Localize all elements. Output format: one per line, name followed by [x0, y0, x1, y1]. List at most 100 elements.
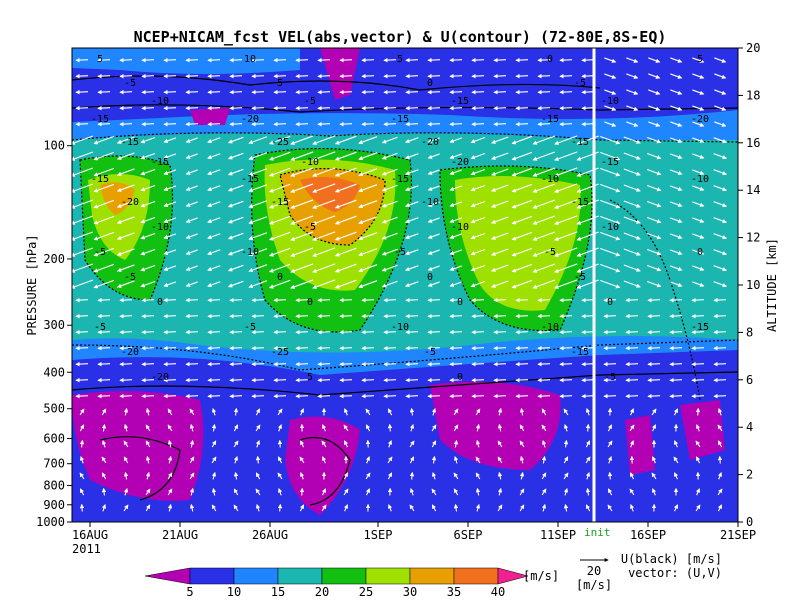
speed-band: [680, 400, 725, 460]
wind-vector: [427, 185, 440, 191]
wind-vector: [449, 297, 463, 303]
wind-vector: [519, 504, 525, 512]
altitude-tick-label: 18: [746, 88, 760, 102]
wind-vector: [141, 313, 155, 319]
wind-vector: [207, 361, 221, 367]
wind-vector: [334, 151, 357, 161]
colorbar-tick-label: 20: [315, 585, 329, 599]
wind-vector: [101, 487, 107, 496]
wind-vector: [581, 57, 595, 63]
wind-vector: [470, 152, 486, 160]
wind-vector: [97, 297, 111, 303]
wind-vector: [140, 136, 156, 144]
wind-vector: [600, 167, 621, 177]
u-contour-line: [439, 165, 593, 332]
contour-label: 5: [397, 54, 403, 65]
wind-vector: [713, 329, 727, 335]
wind-vector: [491, 168, 509, 176]
wind-vector: [604, 57, 617, 63]
wind-vector: [648, 57, 661, 63]
wind-vector: [581, 121, 595, 127]
wind-vector: [714, 73, 727, 79]
wind-vector: [475, 503, 481, 512]
wind-vector: [532, 231, 556, 241]
wind-vector: [361, 313, 375, 319]
wind-vector: [72, 231, 94, 241]
wind-vector: [603, 377, 617, 383]
wind-vector: [163, 217, 177, 223]
wind-vector: [493, 329, 507, 335]
wind-vector: [714, 57, 727, 63]
wind-vector: [647, 201, 662, 208]
wind-vector: [381, 216, 398, 224]
wind-vector: [334, 263, 357, 273]
wind-vector: [427, 121, 441, 127]
wind-vector: [475, 423, 481, 432]
wind-vector: [119, 105, 133, 111]
contour-label: -20: [121, 347, 139, 358]
wind-vector: [295, 89, 309, 95]
wind-vector: [563, 487, 569, 496]
wind-vector: [339, 329, 353, 335]
wind-vector: [515, 329, 529, 335]
wind-vector: [269, 183, 291, 193]
wind-vector: [453, 455, 459, 464]
wind-vector: [339, 345, 353, 351]
wind-vector: [207, 121, 221, 127]
contour-label: -15: [541, 114, 559, 125]
wind-vector: [563, 408, 569, 416]
wind-vector: [185, 185, 198, 191]
wind-vector: [312, 215, 336, 225]
wind-vector: [717, 424, 723, 432]
wind-vector: [497, 407, 503, 416]
wind-vector: [383, 121, 397, 127]
wind-vector: [585, 504, 591, 512]
contour-label: -15: [151, 157, 169, 168]
wind-vector: [273, 297, 287, 303]
wind-vector: [75, 297, 89, 303]
wind-vector: [603, 313, 617, 319]
wind-vector: [273, 377, 287, 383]
wind-vector: [277, 472, 283, 480]
colorbar-tick-label: 35: [447, 585, 461, 599]
wind-vector: [603, 297, 617, 303]
wind-vector: [669, 361, 683, 367]
contour-label: -20: [151, 372, 169, 383]
contour-label: -20: [451, 157, 469, 168]
date-tick-label: 1SEP: [364, 528, 393, 542]
contour-label: -15: [571, 347, 589, 358]
wind-vector: [600, 263, 621, 273]
contour-label: -5: [424, 347, 436, 358]
wind-vector: [519, 424, 525, 432]
wind-vector: [233, 407, 239, 416]
wind-vector: [321, 504, 327, 512]
wind-vector: [299, 504, 305, 512]
wind-vector: [537, 393, 551, 399]
contour-legend-u: U(black) [m/s]: [621, 552, 722, 566]
wind-vector: [79, 424, 85, 432]
wind-vector: [607, 424, 613, 432]
wind-vector: [101, 408, 107, 416]
wind-vector: [75, 89, 89, 95]
wind-vector: [449, 377, 463, 383]
wind-vector: [358, 264, 378, 273]
wind-vector: [669, 377, 683, 383]
altitude-tick-label: 10: [746, 278, 760, 292]
wind-vector: [290, 183, 314, 193]
wind-vector: [519, 455, 525, 464]
wind-vector: [585, 408, 591, 416]
wind-vector: [290, 247, 314, 257]
wind-vector: [290, 231, 314, 241]
colorbar-segment: [233, 567, 279, 585]
wind-vector: [251, 73, 265, 79]
wind-vector: [554, 183, 578, 193]
wind-vector: [623, 280, 641, 288]
wind-vector: [625, 329, 639, 335]
wind-vector: [317, 361, 331, 367]
wind-vector: [493, 73, 507, 79]
wind-vector: [185, 233, 198, 239]
contour-label: 10: [244, 54, 256, 65]
wind-vector: [669, 313, 683, 319]
wind-vector: [75, 105, 89, 111]
contour-label: 0: [307, 297, 313, 308]
